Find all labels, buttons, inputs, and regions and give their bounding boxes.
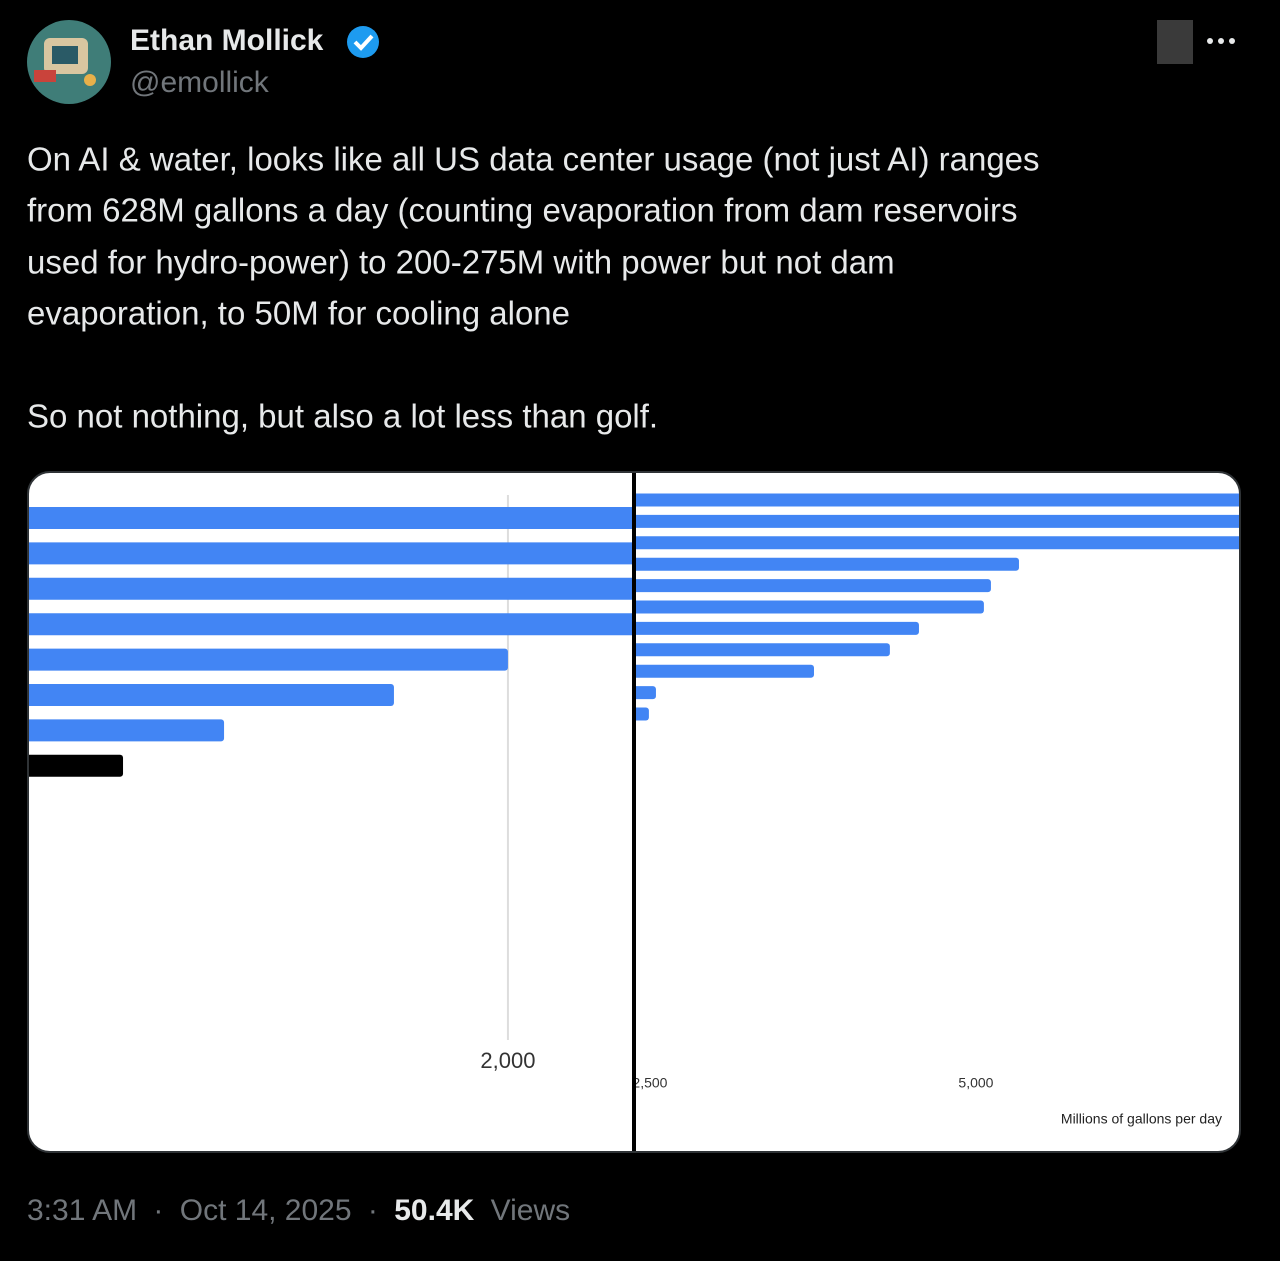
bar (636, 493, 1240, 507)
separator: · (153, 1194, 163, 1227)
separator: · (368, 1194, 378, 1227)
bar (636, 514, 1240, 528)
x-tick-label: 2,500 (632, 1075, 667, 1091)
media[interactable]: 2,000 2,500 5,000 Millions of gallons per … (22, 472, 1250, 1152)
bar (636, 664, 814, 678)
media-border (27, 471, 1241, 1153)
body-line: evaporation, to 50M for cooling alone (27, 295, 570, 332)
bar (636, 686, 656, 700)
body-line: So not nothing, but also a lot less than… (27, 398, 658, 435)
body-line: used for hydro-power) to 200-275M with p… (27, 244, 895, 281)
bar (28, 754, 124, 777)
bar (28, 648, 508, 671)
body-line: On AI & water, looks like all US data ce… (27, 141, 1040, 178)
bar (636, 579, 991, 593)
bar (28, 719, 225, 742)
bar (28, 684, 394, 706)
bar (28, 542, 632, 565)
left-chart: 2,000 (28, 495, 632, 1073)
more-button[interactable] (1207, 38, 1235, 44)
time[interactable]: 3:31 AM (27, 1194, 137, 1227)
author-name[interactable]: Ethan Mollick (130, 24, 324, 57)
bar (636, 621, 919, 635)
body-line: from 628M gallons a day (counting evapor… (27, 192, 1017, 229)
right-chart: 2,500 5,000 Millions of gallons per day (632, 493, 1240, 1127)
date[interactable]: Oct 14, 2025 (180, 1194, 352, 1227)
views-count: 50.4K (394, 1194, 474, 1227)
divider (632, 472, 636, 1152)
bar (636, 643, 890, 657)
x-axis-label: Millions of gallons per day (1061, 1111, 1222, 1127)
bar (28, 577, 632, 600)
bar (636, 557, 1019, 571)
x-tick-label: 2,000 (480, 1048, 535, 1073)
bar (636, 600, 984, 614)
views-label: Views (491, 1194, 570, 1227)
bar (636, 707, 649, 721)
verified-badge (347, 26, 379, 58)
footer: 3:31 AM · Oct 14, 2025 · 50.4K Views (27, 1194, 570, 1227)
redaction (1157, 20, 1193, 64)
x-tick-label: 5,000 (958, 1075, 993, 1091)
bar (28, 613, 632, 636)
bar (636, 536, 1240, 550)
bar (28, 507, 632, 529)
author-handle[interactable]: @emollick (130, 66, 270, 99)
avatar[interactable] (27, 20, 111, 104)
